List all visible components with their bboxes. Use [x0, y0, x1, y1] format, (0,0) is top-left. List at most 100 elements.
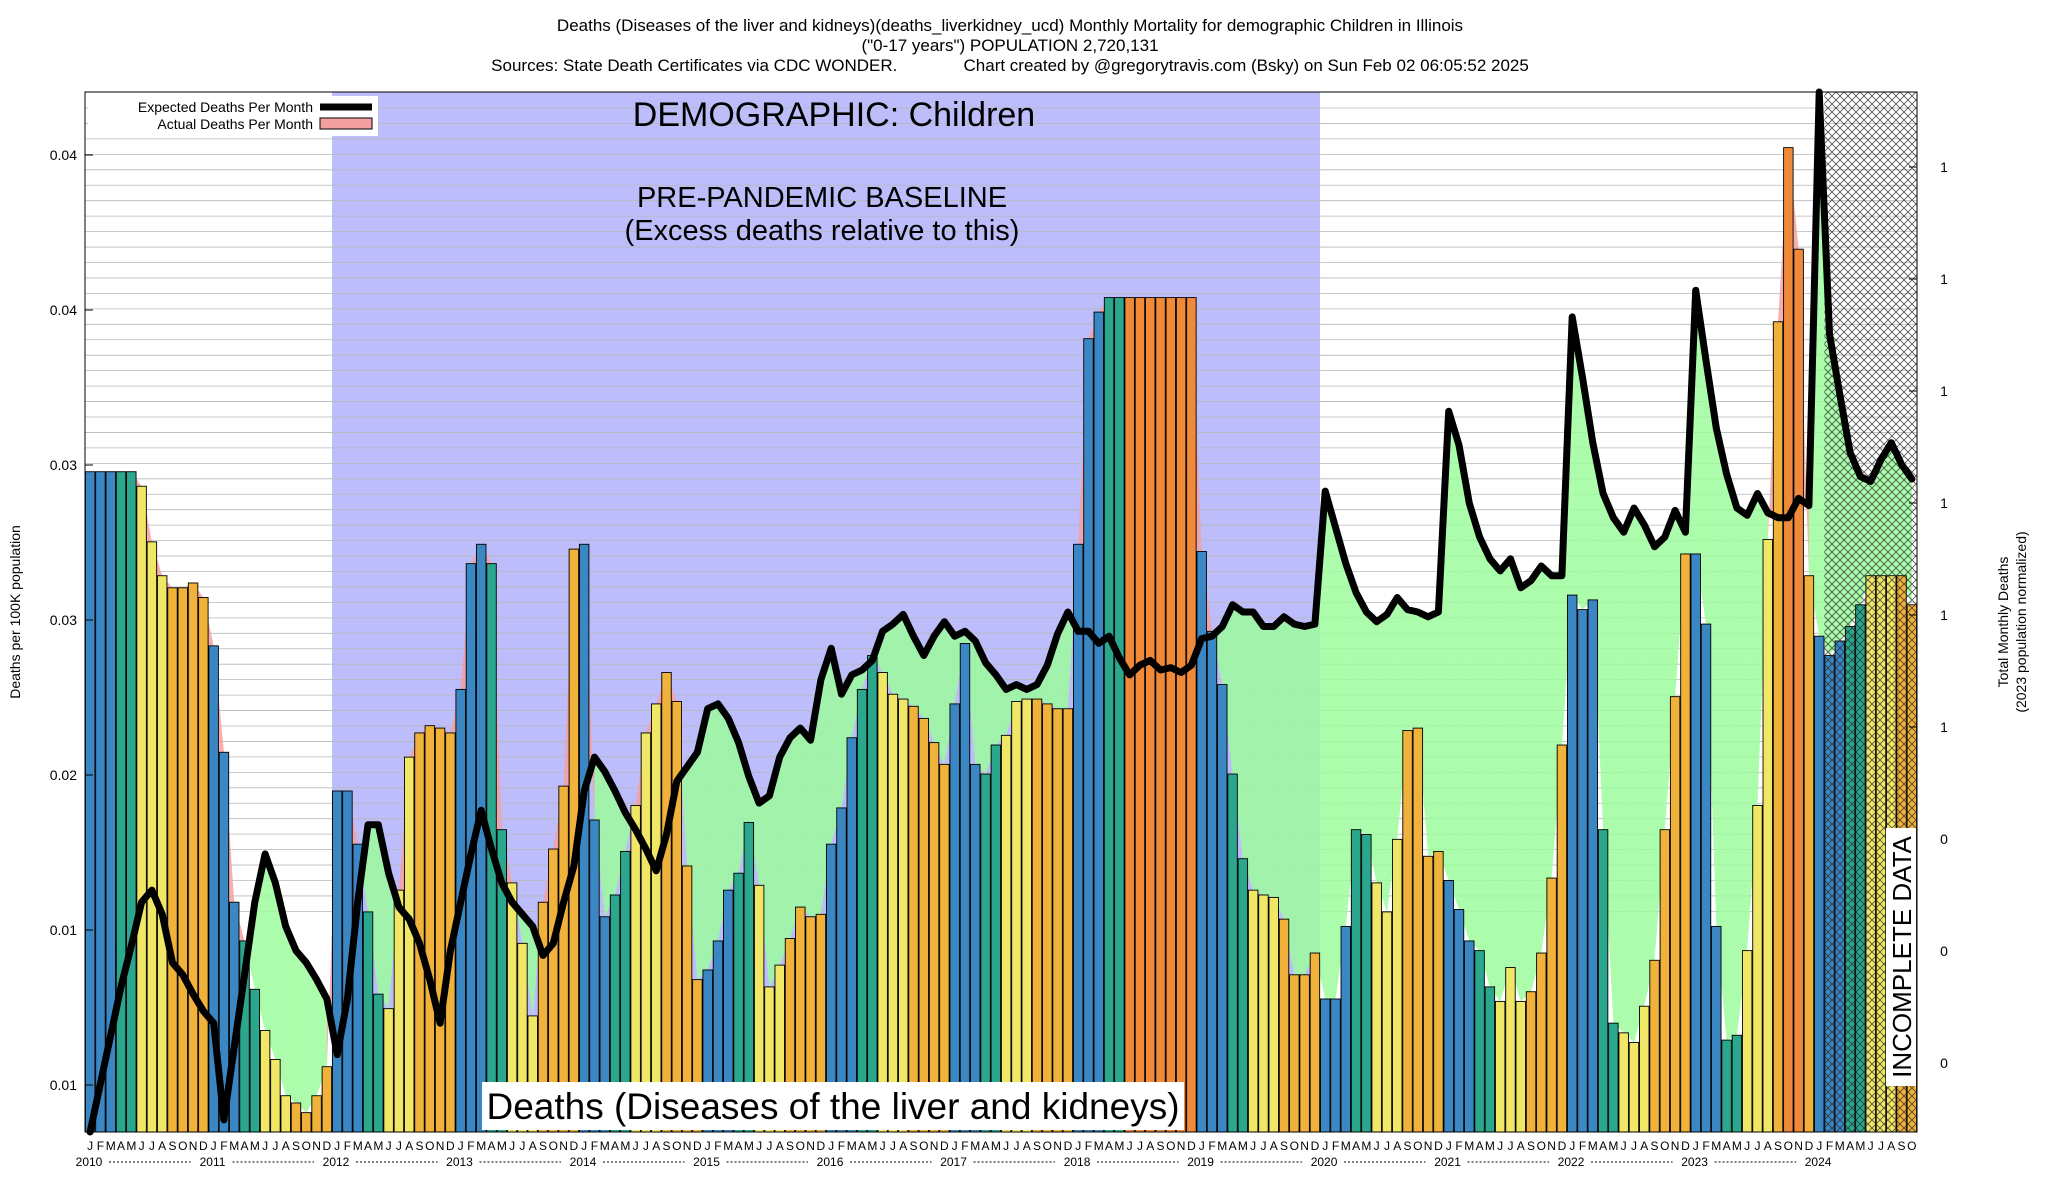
x-month-label: J — [756, 1139, 762, 1153]
x-month-label: J — [1497, 1139, 1503, 1153]
actual-bar — [156, 575, 168, 1133]
x-month-label: N — [1547, 1139, 1556, 1153]
actual-bar — [1433, 850, 1444, 1133]
actual-bar — [1093, 311, 1104, 1133]
excess-fill-segment — [1232, 604, 1243, 859]
actual-bar — [1741, 950, 1753, 1133]
actual-bar — [970, 763, 981, 1133]
x-month-label: A — [1476, 1139, 1484, 1153]
actual-bar — [1546, 877, 1557, 1133]
x-month-label: A — [1640, 1139, 1648, 1153]
excess-fill-segment — [1325, 491, 1336, 999]
x-month-label: M — [1217, 1139, 1227, 1153]
x-month-label: D — [1681, 1139, 1690, 1153]
actual-bar — [167, 587, 178, 1133]
incomplete-data-label: INCOMPLETE DATA — [1887, 835, 1917, 1077]
actual-bar — [321, 1066, 333, 1133]
x-month-label: A — [1393, 1139, 1401, 1153]
right-tick-label: 0 — [1940, 1055, 1948, 1071]
actual-bar — [1289, 974, 1300, 1133]
x-month-label: J — [1816, 1139, 1822, 1153]
actual-bar — [290, 1102, 302, 1133]
x-month-label: M — [991, 1139, 1001, 1153]
excess-fill-segment — [1366, 612, 1377, 883]
actual-bar — [1803, 575, 1815, 1133]
x-month-label: J — [890, 1139, 896, 1153]
excess-fill-segment — [1459, 445, 1470, 941]
actual-bar — [1597, 829, 1609, 1133]
actual-bar — [1227, 773, 1238, 1133]
actual-bar — [1731, 1034, 1743, 1133]
right-tick-label: 1 — [1940, 271, 1948, 287]
excess-fill-segment — [707, 703, 718, 970]
actual-bar — [1247, 889, 1259, 1133]
x-year-label: 2021 — [1434, 1155, 1461, 1169]
actual-bar — [1011, 701, 1022, 1133]
excess-fill-segment — [1613, 517, 1624, 1033]
actual-bar — [1505, 967, 1516, 1133]
x-month-label: J — [880, 1139, 886, 1153]
x-year-label: 2010 — [76, 1155, 103, 1169]
excess-fill-segment — [1407, 609, 1418, 731]
x-month-label: A — [1846, 1139, 1854, 1153]
actual-bar — [1577, 609, 1588, 1133]
x-month-label: M — [106, 1139, 116, 1153]
excess-fill-segment — [285, 926, 296, 1103]
x-month-label: A — [899, 1139, 907, 1153]
x-month-label: J — [149, 1139, 155, 1153]
actual-bar — [1556, 744, 1568, 1133]
x-month-label: M — [970, 1139, 980, 1153]
excess-fill-segment — [1253, 612, 1264, 895]
actual-bar — [1412, 727, 1424, 1133]
left-tick-label: 0.04 — [50, 147, 77, 163]
excess-fill-segment — [728, 718, 739, 891]
x-month-label: F — [714, 1139, 721, 1153]
actual-bar — [187, 582, 199, 1133]
x-month-label: O — [1166, 1139, 1175, 1153]
x-month-label: A — [1887, 1139, 1895, 1153]
actual-bar — [980, 773, 991, 1133]
excess-fill-segment — [1294, 624, 1305, 975]
actual-bar — [1062, 708, 1074, 1133]
x-year-label: 2017 — [940, 1155, 967, 1169]
x-month-label: O — [672, 1139, 681, 1153]
x-month-label: A — [1599, 1139, 1607, 1153]
left-tick-label: 0.02 — [50, 767, 77, 783]
x-year-label: 2023 — [1681, 1155, 1708, 1169]
actual-bar — [1278, 918, 1290, 1133]
actual-bar — [1145, 297, 1156, 1133]
actual-bar — [1402, 730, 1413, 1133]
actual-bar — [1124, 297, 1135, 1133]
actual-bar — [1299, 974, 1310, 1133]
excess-fill-segment — [1356, 592, 1367, 835]
x-month-label: J — [1250, 1139, 1256, 1153]
x-month-label: A — [1270, 1139, 1278, 1153]
excess-fill-segment — [1695, 290, 1707, 625]
excess-fill-segment — [1386, 597, 1398, 912]
x-month-label: M — [1608, 1139, 1618, 1153]
x-month-label: A — [117, 1139, 125, 1153]
x-month-label: O — [1784, 1139, 1793, 1153]
x-month-label: D — [940, 1139, 949, 1153]
chart-title-line3: Sources: State Death Certificates via CD… — [491, 56, 1529, 75]
excess-fill-segment — [831, 648, 842, 845]
excess-fill-segment — [944, 621, 955, 765]
x-month-label: M — [867, 1139, 877, 1153]
x-month-label: J — [1260, 1139, 1266, 1153]
actual-bar — [558, 785, 569, 1133]
actual-bar — [311, 1095, 322, 1133]
x-month-label: A — [405, 1139, 413, 1153]
x-month-label: J — [519, 1139, 525, 1153]
excess-fill-segment — [1644, 524, 1655, 1007]
x-month-label: A — [1723, 1139, 1731, 1153]
actual-bar — [383, 1008, 394, 1133]
right-tick-label: 1 — [1940, 383, 1948, 399]
x-month-label: O — [549, 1139, 558, 1153]
y-axis-label-right-1: Total Monthly Deaths — [1995, 557, 2011, 688]
x-month-label: J — [1003, 1139, 1009, 1153]
actual-bar — [1669, 696, 1681, 1133]
chart-title-line2: ("0-17 years") POPULATION 2,720,131 — [861, 36, 1158, 55]
actual-bar — [1690, 553, 1701, 1133]
